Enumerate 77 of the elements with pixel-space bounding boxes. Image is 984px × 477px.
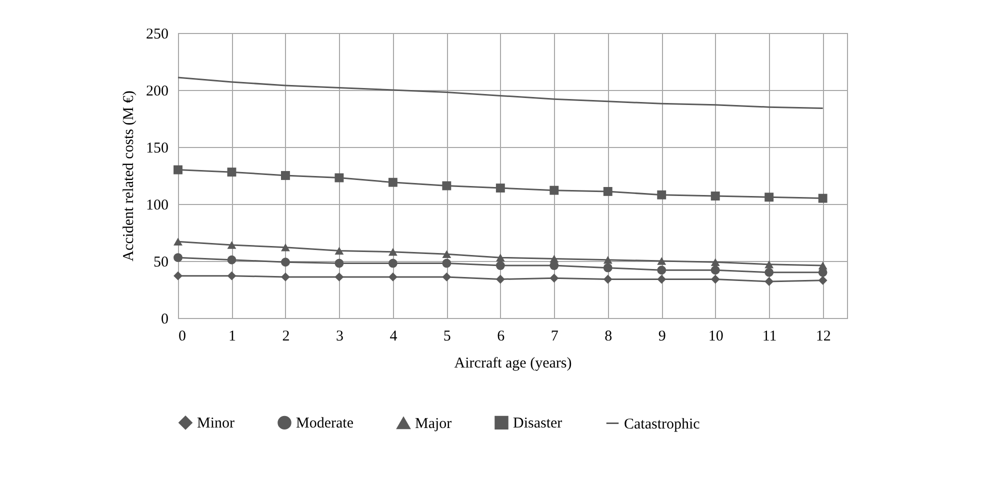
x-tick-label: 7 [550, 328, 559, 344]
point [227, 241, 236, 249]
x-tick-label: 5 [443, 328, 451, 344]
point [388, 178, 398, 187]
x-tick-label: 1 [228, 328, 236, 344]
point [174, 253, 182, 262]
point [657, 257, 666, 265]
x-tick-label: 3 [336, 328, 344, 344]
point [603, 263, 612, 272]
point [442, 181, 452, 190]
point [657, 274, 666, 284]
y-tick-label: 200 [146, 84, 168, 100]
legend-label: Catastrophic [624, 416, 700, 432]
point [657, 266, 666, 275]
point [442, 272, 452, 282]
x-tick-label: 6 [497, 328, 506, 344]
point [334, 258, 344, 268]
point [174, 165, 182, 174]
point [496, 274, 505, 284]
point [496, 254, 505, 262]
legend-label: Moderate [296, 416, 354, 432]
point [227, 255, 236, 264]
point [334, 173, 344, 182]
point [334, 246, 344, 255]
point [174, 271, 182, 280]
point [496, 184, 505, 193]
point [764, 268, 774, 277]
point [496, 261, 505, 270]
y-tick-label: 0 [161, 312, 168, 328]
point [603, 186, 612, 196]
x-tick-label: 12 [816, 328, 831, 344]
point [657, 190, 666, 200]
point [388, 248, 398, 256]
point [281, 171, 290, 180]
line-series [177, 76, 824, 109]
point [227, 168, 236, 177]
point [764, 260, 774, 268]
legend-label: Major [415, 416, 452, 432]
point [388, 258, 398, 268]
x-tick-label: 4 [390, 328, 398, 344]
point [281, 258, 290, 267]
point [603, 256, 612, 264]
x-tick-label: 11 [762, 328, 777, 344]
point [334, 272, 344, 282]
point [710, 192, 720, 200]
x-tick-label: 0 [178, 328, 186, 344]
point [710, 274, 720, 284]
point [281, 243, 290, 252]
y-tick-label: 150 [146, 140, 168, 156]
point [764, 277, 774, 286]
point [227, 271, 236, 280]
x-tick-label: 2 [282, 328, 290, 344]
y-axis-title: Accident related costs (M €) [121, 90, 137, 262]
legend-label: Disaster [513, 416, 562, 432]
point [550, 186, 559, 195]
x-tick-label: 10 [708, 328, 724, 344]
x-tick-label: 8 [604, 328, 612, 344]
x-axis-title: Aircraft age (years) [454, 356, 572, 372]
point [818, 276, 828, 285]
legend-label: Minor [197, 416, 235, 432]
point [550, 254, 559, 263]
point [818, 194, 828, 203]
point [710, 258, 720, 266]
x-tick-label: 9 [658, 328, 666, 344]
point [603, 274, 612, 284]
point [174, 238, 182, 246]
point [710, 266, 720, 275]
point [281, 272, 290, 282]
point [442, 250, 452, 258]
point [818, 262, 828, 270]
point [764, 192, 774, 202]
point [550, 274, 559, 283]
point [442, 258, 452, 268]
y-tick-label: 250 [146, 26, 168, 42]
point [388, 272, 398, 282]
y-tick-label: 100 [146, 198, 168, 214]
y-tick-label: 50 [154, 254, 168, 270]
